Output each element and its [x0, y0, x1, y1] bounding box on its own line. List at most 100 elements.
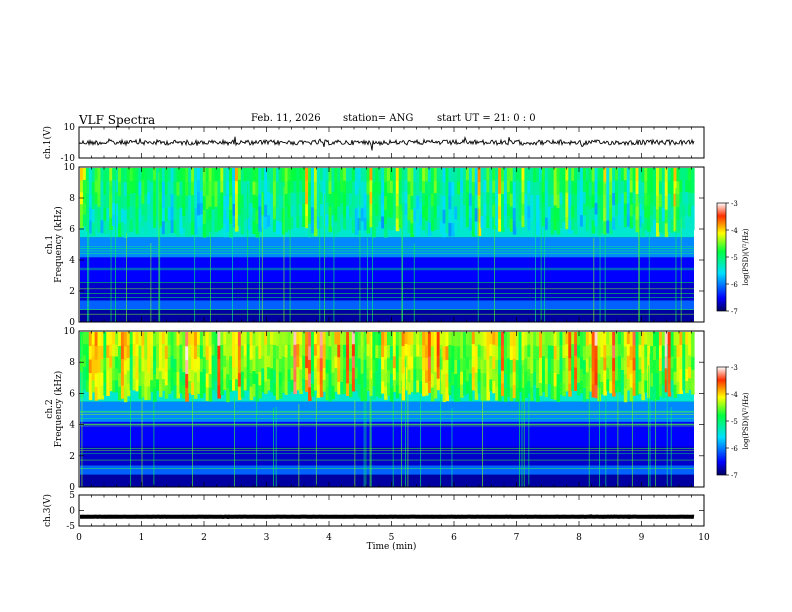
x-axis-label: Time (min) — [367, 541, 417, 552]
x-tick-label: 10 — [698, 533, 710, 543]
spectrogram-cell — [158, 344, 163, 359]
spectrogram-cell — [112, 367, 116, 381]
spectrogram-cell — [539, 382, 543, 396]
spectrogram-cell — [118, 195, 122, 210]
spectrogram-cell — [258, 180, 262, 194]
spectrogram-cell — [650, 386, 654, 401]
spectrogram-cell — [118, 181, 122, 196]
spectrogram-cell — [389, 359, 394, 374]
spectrogram-cell — [153, 168, 157, 181]
spectrogram-cell — [153, 179, 157, 193]
spectrogram-cell — [384, 345, 388, 360]
spectrogram-cell — [468, 168, 473, 181]
spectrogram-cell — [527, 368, 531, 382]
spectrogram-cell — [123, 387, 128, 403]
spectrogram-cell — [410, 355, 414, 369]
spectrogram-cell — [509, 193, 514, 207]
colorbar-tick-label: -5 — [731, 254, 738, 262]
spectrogram-cell — [533, 345, 537, 359]
spectrogram-cell — [337, 168, 341, 182]
spectrogram-cell — [579, 332, 584, 345]
spectrogram-cell — [129, 218, 134, 232]
spectrogram-cell — [267, 355, 271, 368]
spectrogram-cell — [439, 220, 444, 234]
spectrogram-cell — [506, 332, 511, 346]
spectrogram-cell — [387, 369, 391, 384]
spectrogram-cell — [310, 383, 315, 397]
spectrogram-cell — [357, 168, 362, 181]
spectrogram-cell — [299, 381, 303, 395]
spectrogram-cell — [667, 344, 672, 359]
spectrogram-cell — [638, 344, 642, 358]
spectrogram-cell — [471, 378, 476, 391]
spectrogram-cell — [363, 332, 368, 347]
spectrogram-cell — [495, 168, 499, 180]
spectrogram-cell — [606, 193, 610, 208]
spectrogram-cell — [413, 332, 417, 345]
spectrogram-cell — [378, 332, 382, 346]
spectrogram-cell — [427, 181, 432, 196]
spectrogram-cell — [392, 202, 397, 215]
spectrogram-cell — [457, 359, 461, 375]
spectrogram-cell — [258, 193, 262, 207]
spectrogram-cell — [638, 168, 642, 181]
spectrogram-cell — [568, 194, 572, 208]
spectrogram-cell — [667, 370, 672, 384]
spectrogram-cell — [600, 356, 604, 370]
spectrogram-cell — [647, 168, 651, 182]
spectrogram-cell — [109, 355, 113, 368]
spectrogram-cell — [141, 203, 145, 216]
spectrogram-cell — [626, 366, 631, 379]
spectrogram-cell — [334, 355, 338, 369]
spectrogram-cell — [600, 180, 604, 195]
spectrogram-cell — [340, 356, 344, 370]
spectrogram-cell — [185, 195, 189, 210]
spectrogram-cell — [413, 368, 417, 382]
spectrogram-cell — [164, 168, 169, 182]
spectrogram-cell — [509, 180, 514, 194]
spectrogram-cell — [378, 181, 382, 195]
spectrogram-cell — [82, 191, 87, 204]
spectrogram-cell — [264, 332, 268, 345]
spectrogram-cell — [577, 357, 581, 371]
colorbar-tick-label: -3 — [731, 364, 738, 372]
spectrogram-cell — [270, 355, 274, 369]
spectrogram-cell — [454, 359, 458, 375]
spectrogram-cell — [451, 195, 455, 210]
spectrogram-cell — [425, 357, 429, 371]
spectrogram-cell — [632, 382, 637, 396]
spectrogram-cell — [115, 179, 119, 193]
spectrogram-cell — [369, 344, 373, 358]
spectrogram-cell — [597, 168, 602, 182]
spectrogram-cell — [120, 181, 125, 196]
spectrogram-cell — [553, 358, 558, 373]
spectrogram-cell — [430, 387, 435, 402]
spectrogram-cell — [313, 355, 318, 368]
spectrogram-cell — [103, 168, 107, 182]
spectrogram-cell — [448, 208, 452, 223]
spectrogram-cell — [427, 368, 432, 381]
spectrogram-cell — [647, 332, 651, 346]
spectrogram-cell — [410, 209, 414, 224]
spectrogram-cell — [381, 179, 385, 193]
spectrogram-cell — [354, 168, 359, 182]
spectrogram-cell — [237, 191, 242, 204]
spectrogram-cell — [144, 194, 148, 209]
spectrogram-cell — [439, 332, 444, 345]
spectrogram-cell — [579, 202, 584, 215]
spectrogram-cell — [471, 366, 476, 379]
spectrogram-cell — [322, 332, 327, 345]
spectrogram-cell — [495, 372, 499, 387]
spectrogram-cell — [457, 180, 461, 195]
spectrogram-cell — [378, 345, 382, 359]
spectrogram-cell — [436, 332, 441, 345]
spectrogram-cell — [328, 345, 333, 361]
spectrogram-cell — [454, 168, 458, 182]
spectrogram-cell — [176, 345, 181, 359]
spectrogram-cell — [211, 208, 216, 223]
spectrogram-cell — [284, 332, 289, 345]
ch2-spectrogram — [80, 332, 695, 487]
spectrogram-cell — [331, 168, 335, 181]
spectrogram-cell — [293, 356, 297, 370]
spectrogram-cell — [515, 359, 520, 375]
